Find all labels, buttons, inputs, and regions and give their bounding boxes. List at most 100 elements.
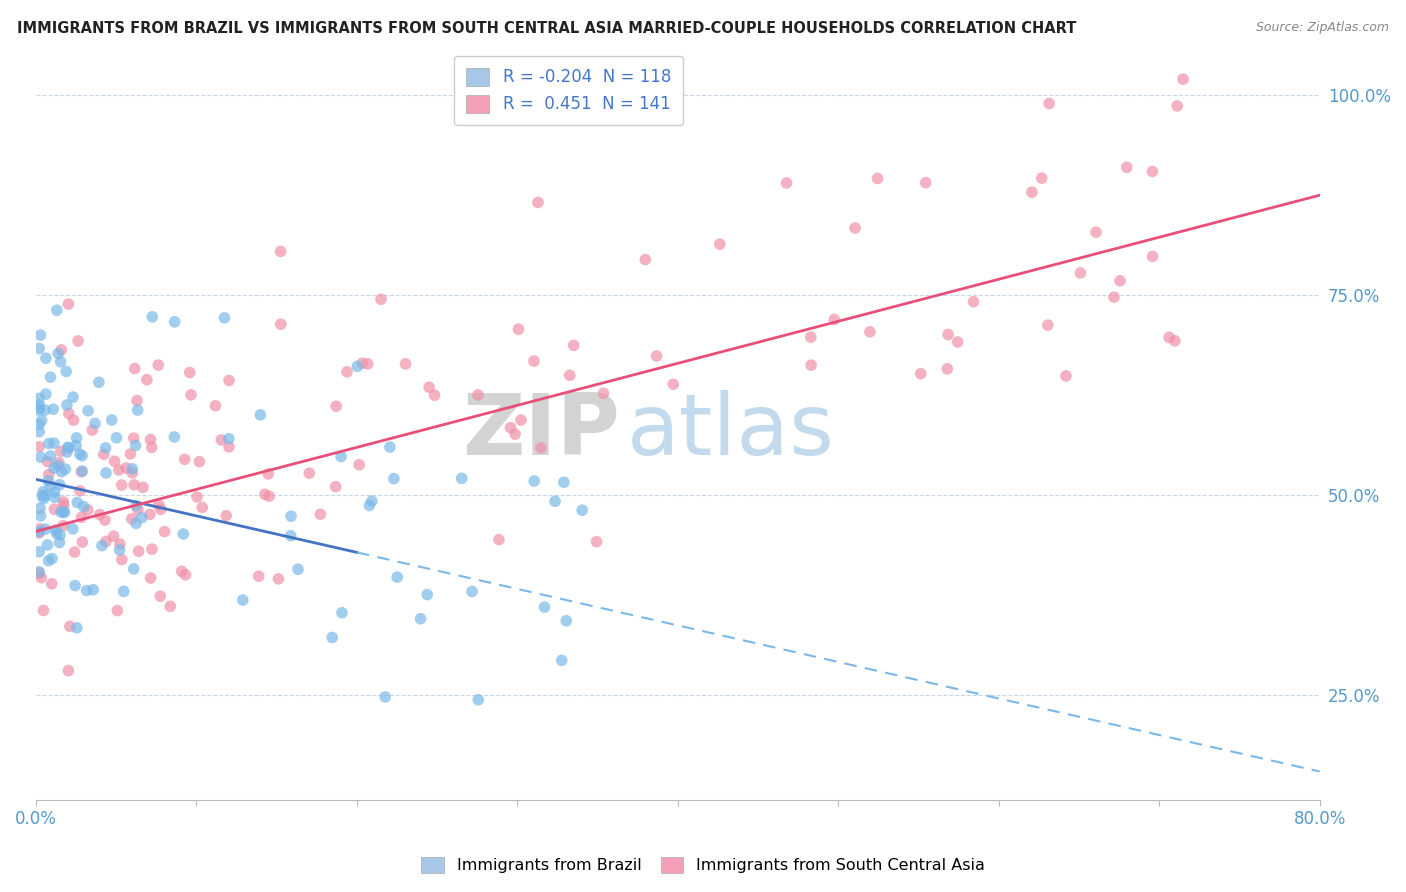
Point [49, 505, 72, 519]
Point [141, 310, 163, 324]
Point [76, 583, 98, 598]
Point [153, 524, 176, 539]
Point [111, 478, 134, 492]
Point [103, 454, 125, 468]
Point [1115, 161, 1137, 175]
Point [121, 466, 143, 480]
Point [173, 452, 195, 467]
Point [105, 431, 128, 445]
Point [370, 292, 392, 306]
Point [360, 494, 382, 508]
Point [1171, 72, 1194, 87]
Point [28, 565, 51, 579]
Legend: Immigrants from Brazil, Immigrants from South Central Asia: Immigrants from Brazil, Immigrants from … [415, 850, 991, 880]
Point [139, 571, 162, 585]
Point [28, 524, 51, 539]
Point [58, 407, 80, 421]
Point [387, 570, 409, 584]
Point [34, 489, 56, 503]
Point [49, 528, 72, 542]
Point [49, 444, 72, 458]
Point [936, 327, 959, 342]
Point [91, 539, 114, 553]
Point [1102, 290, 1125, 304]
Point [51, 465, 73, 479]
Point [124, 438, 146, 452]
Point [66, 495, 89, 509]
Point [257, 489, 280, 503]
Point [174, 567, 197, 582]
Point [257, 467, 280, 481]
Point [287, 562, 309, 576]
Point [149, 589, 172, 603]
Point [461, 584, 484, 599]
Point [1159, 330, 1181, 344]
Point [77, 403, 100, 417]
Point [94, 513, 117, 527]
Point [1054, 368, 1077, 383]
Point [800, 358, 823, 372]
Point [823, 312, 845, 326]
Point [35, 351, 58, 366]
Point [214, 310, 236, 325]
Point [28, 403, 51, 417]
Point [125, 516, 148, 531]
Point [533, 600, 555, 615]
Point [42, 461, 65, 475]
Point [149, 502, 172, 516]
Point [592, 386, 614, 401]
Point [38, 436, 60, 450]
Point [39, 370, 62, 384]
Point [634, 252, 657, 267]
Point [523, 354, 546, 368]
Point [42, 402, 65, 417]
Legend: R = -0.204  N = 118, R =  0.451  N = 141: R = -0.204 N = 118, R = 0.451 N = 141 [454, 56, 683, 125]
Point [111, 552, 134, 566]
Point [70, 449, 93, 463]
Point [55, 462, 77, 476]
Point [585, 534, 607, 549]
Point [34, 403, 56, 417]
Point [374, 690, 396, 704]
Point [1021, 185, 1043, 199]
Point [270, 244, 292, 259]
Point [34, 522, 56, 536]
Point [218, 374, 240, 388]
Point [32, 491, 55, 506]
Point [330, 606, 353, 620]
Point [112, 584, 135, 599]
Point [30, 522, 52, 536]
Text: atlas: atlas [627, 390, 834, 473]
Point [39, 479, 62, 493]
Point [800, 330, 823, 344]
Point [418, 380, 440, 394]
Point [866, 171, 889, 186]
Point [56, 445, 79, 459]
Point [39, 449, 62, 463]
Point [170, 564, 193, 578]
Point [122, 478, 145, 492]
Point [48, 456, 70, 470]
Point [135, 373, 157, 387]
Point [1164, 334, 1187, 348]
Point [66, 621, 89, 635]
Point [775, 176, 797, 190]
Point [28, 525, 51, 540]
Point [352, 356, 374, 370]
Point [31, 488, 53, 502]
Point [218, 440, 240, 454]
Point [69, 483, 91, 498]
Point [488, 533, 510, 547]
Point [70, 464, 93, 478]
Point [191, 500, 214, 515]
Point [218, 432, 240, 446]
Point [139, 508, 162, 522]
Point [253, 487, 276, 501]
Point [571, 503, 593, 517]
Point [562, 338, 585, 352]
Point [394, 357, 416, 371]
Point [93, 447, 115, 461]
Point [347, 458, 370, 472]
Point [28, 545, 51, 559]
Point [330, 450, 353, 464]
